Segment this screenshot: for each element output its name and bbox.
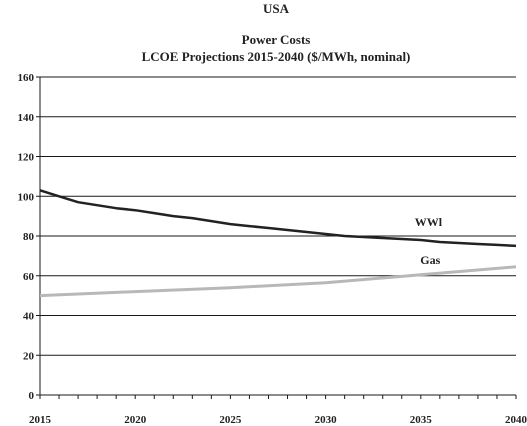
- x-tick-label-3: 2030: [315, 414, 338, 426]
- x-tick-label-0: 2015: [29, 414, 52, 426]
- series-line-0: [39, 189, 517, 248]
- chart-subtitle-2: LCOE Projections 2015-2040 ($/MWh, nomin…: [142, 49, 411, 64]
- y-tick-label-3: 60: [23, 271, 35, 283]
- x-tick-label-4: 2035: [410, 414, 433, 426]
- x-tick-label-5: 2040: [505, 414, 527, 426]
- y-tick-label-0: 0: [29, 390, 35, 402]
- y-tick-label-7: 140: [18, 112, 35, 124]
- y-tick-label-8: 160: [18, 72, 35, 84]
- series-line-1: [39, 265, 517, 298]
- chart-subtitle-1: Power Costs: [242, 32, 311, 47]
- y-tick-label-4: 80: [23, 231, 35, 243]
- x-tick-label-1: 2020: [124, 414, 147, 426]
- chart-title: USA: [263, 1, 290, 16]
- series-label-1: Gas: [420, 253, 440, 267]
- y-tick-label-6: 120: [18, 152, 35, 164]
- y-tick-label-5: 100: [18, 191, 35, 203]
- y-tick-label-1: 20: [23, 350, 35, 362]
- x-tick-label-2: 2025: [219, 414, 242, 426]
- y-tick-label-2: 40: [23, 311, 35, 323]
- series-label-0: WWl: [415, 215, 443, 229]
